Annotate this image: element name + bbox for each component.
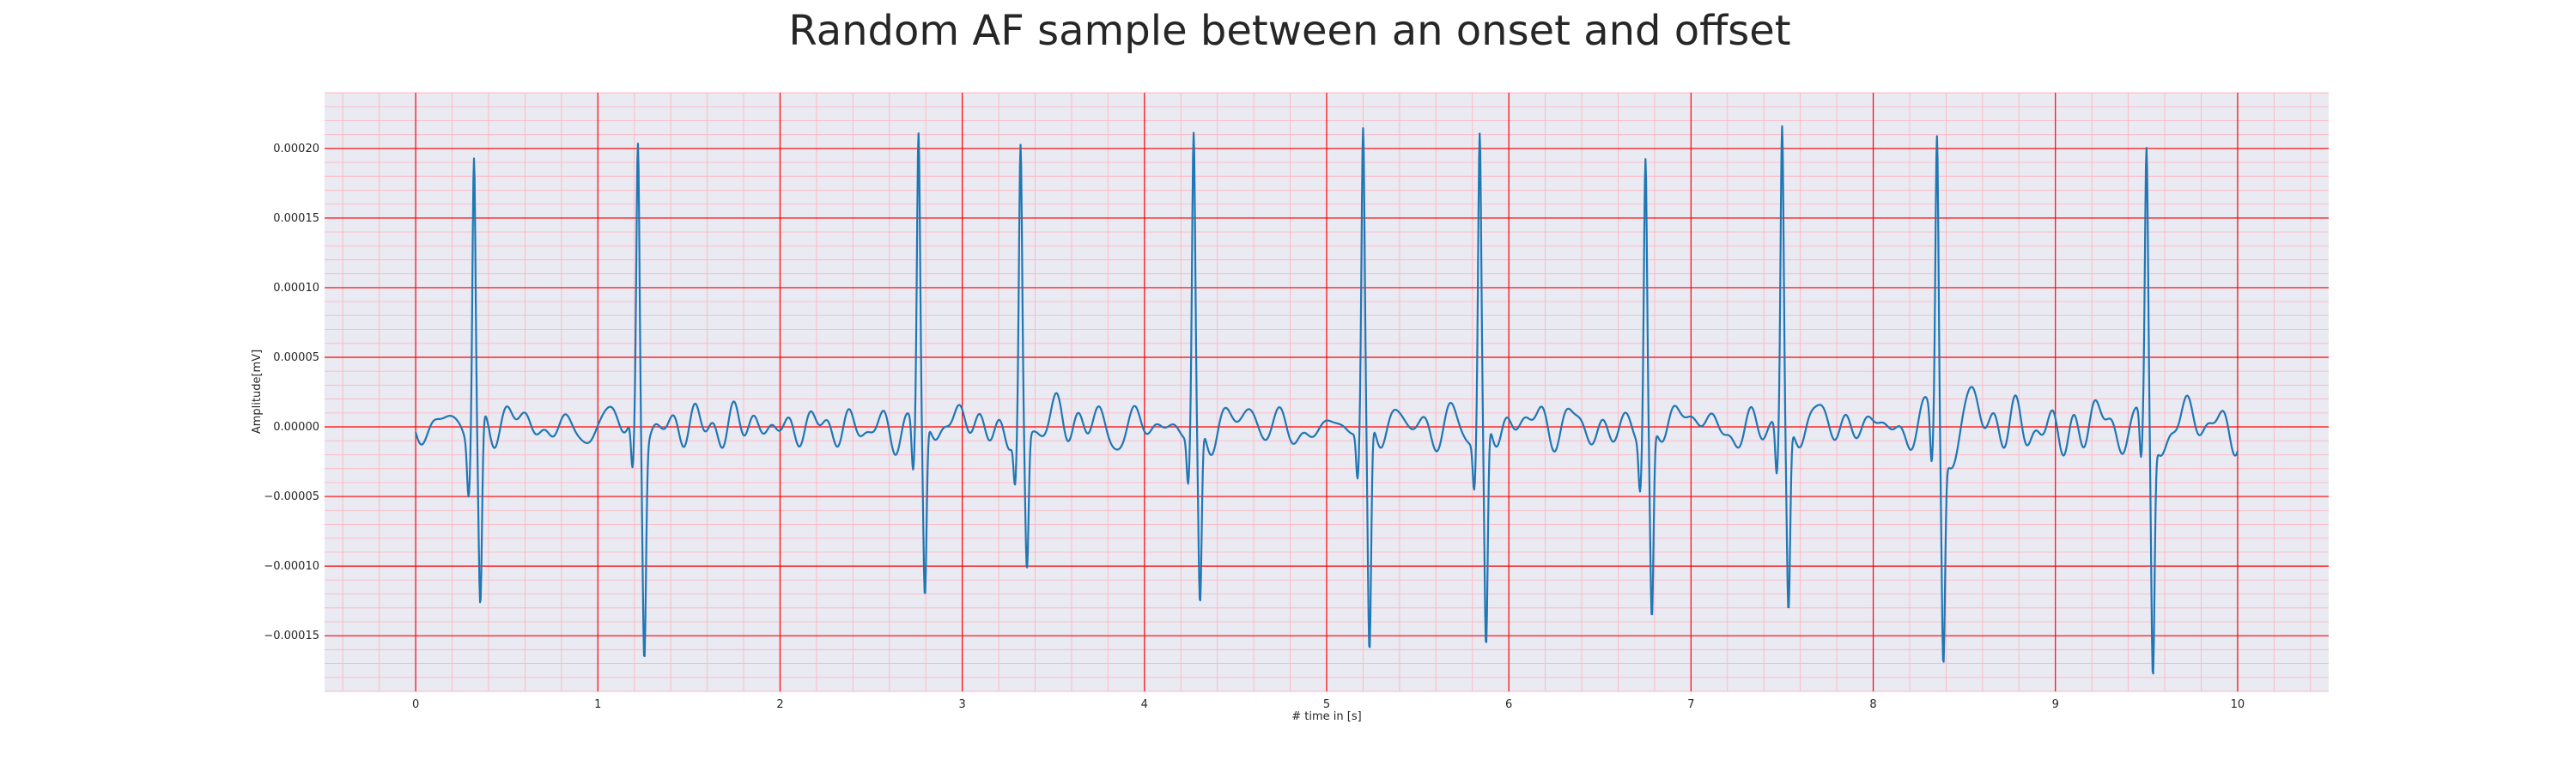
y-tick-label: −0.00005 (264, 490, 319, 503)
x-tick-label: 4 (1141, 698, 1148, 711)
y-tick-label: 0.00010 (273, 282, 319, 295)
y-tick-label: −0.00010 (264, 560, 319, 573)
x-tick-label: 8 (1869, 698, 1876, 711)
plot-area (325, 92, 2329, 692)
y-tick-label: −0.00015 (264, 630, 319, 642)
y-tick-label: 0.00015 (273, 212, 319, 225)
y-tick-label: 0.00000 (273, 421, 319, 434)
x-tick-label: 10 (2231, 698, 2245, 711)
x-tick-label: 3 (958, 698, 965, 711)
x-axis-label: # time in [s] (1291, 710, 1361, 723)
x-tick-label: 1 (594, 698, 601, 711)
x-tick-label: 0 (412, 698, 419, 711)
x-tick-label: 2 (776, 698, 783, 711)
x-tick-label: 9 (2052, 698, 2059, 711)
x-tick-label: 7 (1687, 698, 1694, 711)
chart-title: Random AF sample between an onset and of… (788, 7, 1790, 55)
y-tick-label: 0.00020 (273, 143, 319, 155)
x-tick-label: 5 (1323, 698, 1330, 711)
y-tick-labels: 0.00020 0.00015 0.00010 0.00005 0.00000 −0.00… (264, 143, 319, 642)
x-tick-label: 6 (1505, 698, 1512, 711)
x-tick-labels: 0 1 2 3 4 5 6 7 8 9 10 (412, 698, 2245, 711)
y-tick-label: 0.00005 (273, 351, 319, 364)
major-grid (325, 93, 2329, 691)
ecg-signal-line (415, 125, 2239, 675)
y-axis-label: Amplitude[mV] (251, 350, 264, 434)
